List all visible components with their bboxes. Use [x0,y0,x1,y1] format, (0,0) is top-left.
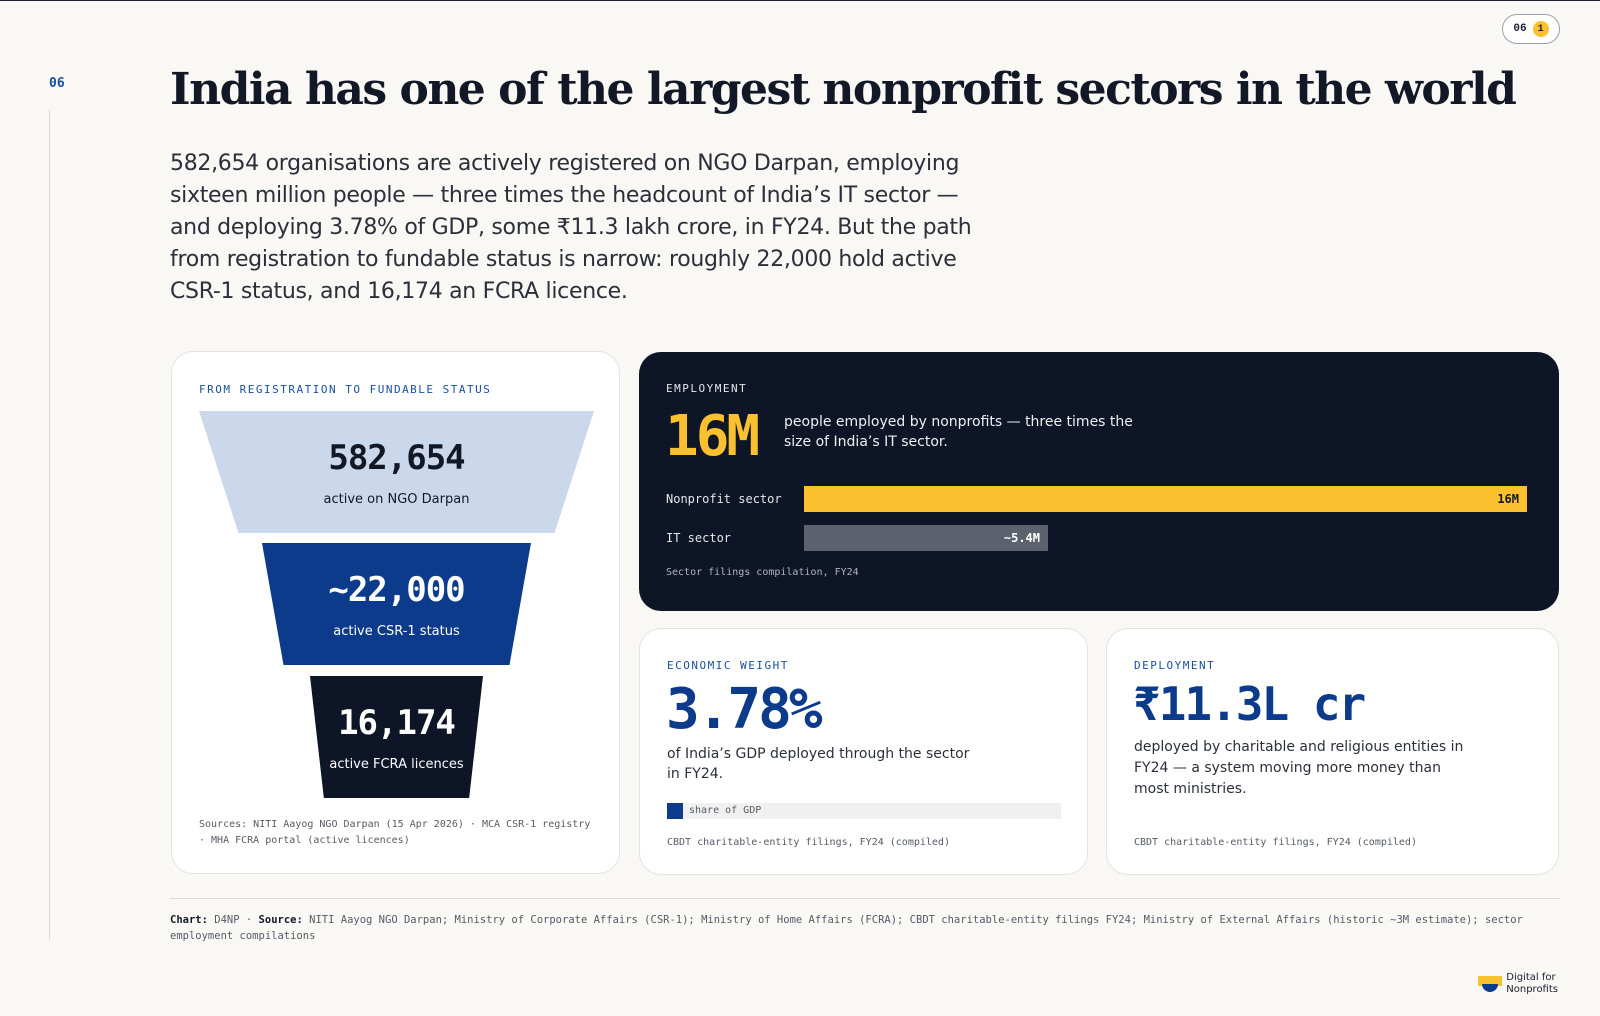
bar-value-label: 16M [1497,492,1519,506]
economic-description: of India’s GDP deployed through the sect… [667,746,970,782]
tier-value: ~22,000 [328,569,465,610]
funnel-tier-fcra: 16,174 active FCRA licences [310,676,483,798]
deployment-source: CBDT charitable-entity filings, FY24 (co… [1134,837,1417,848]
bar-row-nonprofit: Nonprofit sector 16M [666,486,1527,512]
bar-track: ~5.4M [804,525,1527,551]
gdp-share-track: share of GDP [667,803,1061,819]
employment-eyebrow: EMPLOYMENT [666,382,748,395]
bar-track: 16M [804,486,1527,512]
section-number: 06 [49,76,65,91]
side-rule [49,110,50,940]
footer-source-key: Source: [258,914,303,926]
employment-card: EMPLOYMENT 16M people employed by nonpro… [639,352,1559,611]
footer-source-value: NITI Aayog NGO Darpan; Ministry of Corpo… [170,914,1523,942]
bar-label: IT sector [666,531,732,545]
bar-row-it: IT sector ~5.4M [666,525,1527,551]
bar-label: Nonprofit sector [666,492,782,506]
brand-line-2: Nonprofits [1506,984,1558,995]
deployment-description: deployed by charitable and religious ent… [1134,739,1464,797]
economic-weight-card: ECONOMIC WEIGHT 3.78% of India’s GDP dep… [639,628,1088,875]
tier-label: active CSR-1 status [333,623,460,639]
funnel-sources: Sources: NITI Aayog NGO Darpan (15 Apr 2… [199,819,591,846]
bar-value-label: ~5.4M [1003,531,1040,545]
economic-source: CBDT charitable-entity filings, FY24 (co… [667,837,950,848]
economic-big-value: 3.78% [666,677,823,742]
lede-paragraph: 582,654 organisations are actively regis… [170,151,972,304]
brand-line-1: Digital for [1506,972,1556,983]
funnel-eyebrow: FROM REGISTRATION TO FUNDABLE STATUS [199,383,492,396]
footer-chart-key: Chart: [170,914,208,926]
tier-label: active FCRA licences [329,756,464,772]
notification-badge: 1 [1532,21,1549,37]
footer-rule [170,898,1560,899]
footer-separator: · [245,914,253,926]
gdp-share-fill [667,803,683,819]
page-indicator-number: 06 [1513,23,1527,35]
brand-logo: Digital for Nonprofits [1478,972,1558,996]
top-rule [0,0,1600,1]
page-title: India has one of the largest nonprofit s… [170,64,1517,115]
economic-eyebrow: ECONOMIC WEIGHT [667,659,789,672]
gdp-share-label: share of GDP [689,805,762,816]
bar-nonprofit-sector: 16M [804,486,1527,512]
funnel-tier-ngo-darpan: 582,654 active on NGO Darpan [199,411,594,533]
bar-it-sector: ~5.4M [804,525,1048,551]
brand-mark-icon [1478,976,1503,992]
deployment-card: DEPLOYMENT ₹11.3L cr deployed by charita… [1106,628,1559,875]
funnel-card: FROM REGISTRATION TO FUNDABLE STATUS 582… [171,351,620,874]
employment-big-value: 16M [665,404,760,469]
page-indicator[interactable]: 06 1 [1502,14,1560,44]
tier-label: active on NGO Darpan [323,491,470,507]
footer-chart-value: D4NP [214,914,240,926]
employment-source: Sector filings compilation, FY24 [666,567,859,578]
tier-value: 582,654 [328,437,465,478]
tier-value: 16,174 [338,702,456,743]
deployment-eyebrow: DEPLOYMENT [1134,659,1216,672]
deployment-big-value: ₹11.3L cr [1133,677,1366,731]
funnel-tier-csr1: ~22,000 active CSR-1 status [262,543,531,665]
footer-note: Chart: D4NP · Source: NITI Aayog NGO Dar… [170,912,1560,944]
employment-description: people employed by nonprofits — three ti… [784,414,1133,450]
